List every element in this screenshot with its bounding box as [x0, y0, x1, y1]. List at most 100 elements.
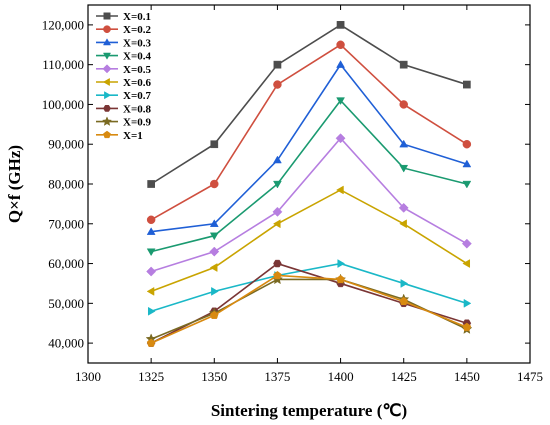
data-point	[336, 21, 345, 29]
x-axis-title: Sintering temperature (℃)	[211, 401, 407, 420]
series-line	[150, 137, 468, 273]
data-point	[273, 270, 282, 280]
series-line	[150, 189, 468, 293]
legend-marker	[102, 64, 112, 74]
data-point	[463, 298, 472, 308]
series-X=0.4	[146, 97, 472, 257]
data-point	[209, 263, 218, 272]
legend-entry: X=0.1	[96, 11, 151, 23]
series-X=0.3	[146, 60, 472, 235]
data-point	[462, 259, 471, 268]
data-point	[209, 310, 219, 319]
x-tick-label: 1475	[517, 369, 543, 384]
data-point	[399, 100, 408, 109]
series-line	[150, 43, 468, 221]
data-point	[399, 296, 409, 305]
legend-label: X=0.6	[123, 77, 151, 89]
series-X=0.5	[146, 133, 472, 277]
data-point	[336, 185, 344, 195]
data-point	[146, 227, 156, 235]
data-point	[147, 306, 156, 316]
legend-entry: X=0.2	[96, 24, 151, 36]
data-point	[273, 80, 282, 89]
legend-marker	[102, 52, 112, 60]
data-point	[146, 266, 157, 277]
data-point	[462, 139, 472, 149]
data-point	[273, 60, 282, 69]
legend-marker	[103, 12, 111, 20]
series-line	[150, 262, 468, 344]
x-tick-label: 1325	[138, 369, 164, 384]
x-tick-label: 1400	[328, 369, 354, 384]
data-point	[336, 40, 345, 50]
legend-label: X=0.8	[123, 103, 151, 115]
data-point	[463, 80, 471, 89]
legend-marker	[103, 105, 111, 112]
legend-marker	[104, 91, 112, 100]
series-X=0.6	[146, 185, 471, 296]
series-line	[151, 63, 468, 233]
data-point	[335, 133, 346, 144]
data-point	[146, 248, 156, 257]
data-point	[209, 246, 220, 257]
y-tick-label: 110,000	[42, 57, 84, 72]
y-tick-label: 90,000	[48, 137, 84, 152]
data-point	[399, 139, 409, 148]
data-point	[146, 338, 156, 347]
legend-entry: X=0.8	[96, 103, 151, 115]
data-point	[336, 60, 345, 68]
data-point	[210, 179, 219, 189]
legend-label: X=1	[123, 130, 143, 142]
legend-label: X=0.1	[123, 11, 151, 23]
data-point	[272, 206, 283, 217]
data-point	[462, 159, 472, 168]
y-tick-label: 40,000	[48, 336, 84, 351]
series-line	[150, 99, 468, 253]
data-point	[399, 60, 408, 69]
data-point	[336, 97, 345, 105]
data-point	[272, 219, 281, 229]
data-point	[462, 322, 472, 331]
legend-entry: X=0.5	[96, 64, 151, 76]
data-point	[462, 180, 472, 189]
data-point	[147, 180, 155, 188]
y-tick-label: 80,000	[48, 177, 84, 192]
data-point	[146, 286, 155, 296]
data-point	[398, 202, 409, 213]
legend-label: X=0.4	[123, 51, 151, 63]
legend-label: X=0.5	[123, 64, 151, 76]
data-point	[209, 219, 219, 227]
legend: X=0.1X=0.2X=0.3 X=0.4X=0.5X=0.6X=0.7X=0.8…	[96, 11, 151, 142]
x-tick-label: 1375	[264, 369, 290, 384]
series-line	[150, 274, 468, 344]
legend-label: X=0.7	[123, 90, 151, 102]
y-tick-label: 60,000	[48, 256, 84, 271]
legend-entry: X=0.9	[96, 116, 151, 129]
data-point	[211, 286, 219, 296]
legend-entry: X=0.7	[96, 90, 151, 102]
y-tick-label: 120,000	[42, 17, 84, 32]
data-point	[273, 155, 282, 164]
legend-entry: X=0.3	[96, 37, 151, 49]
data-point	[273, 180, 282, 189]
data-point	[337, 259, 346, 268]
x-tick-label: 1425	[391, 369, 417, 384]
x-tick-label: 1450	[454, 369, 480, 384]
legend-marker	[103, 130, 111, 139]
data-point	[399, 219, 407, 229]
legend-marker	[102, 38, 112, 46]
legend-marker	[102, 77, 110, 87]
data-point	[399, 164, 409, 173]
data-point	[400, 279, 409, 288]
series-X=0.2	[146, 40, 472, 225]
legend-entry: X=0.4	[96, 51, 151, 63]
x-tick-label: 1300	[75, 369, 101, 384]
data-point	[461, 238, 472, 249]
legend-label: X=0.9	[123, 117, 151, 129]
y-tick-label: 50,000	[48, 296, 84, 311]
series-line	[150, 278, 468, 340]
data-point	[273, 259, 282, 268]
series-line	[150, 262, 468, 313]
series-line	[150, 23, 468, 185]
